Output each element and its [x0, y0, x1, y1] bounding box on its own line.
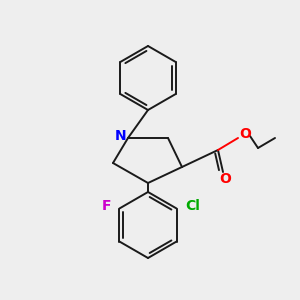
- Text: F: F: [102, 200, 111, 214]
- Text: Cl: Cl: [185, 200, 200, 214]
- Text: O: O: [219, 172, 231, 186]
- Text: O: O: [239, 127, 251, 141]
- Text: N: N: [115, 129, 127, 143]
